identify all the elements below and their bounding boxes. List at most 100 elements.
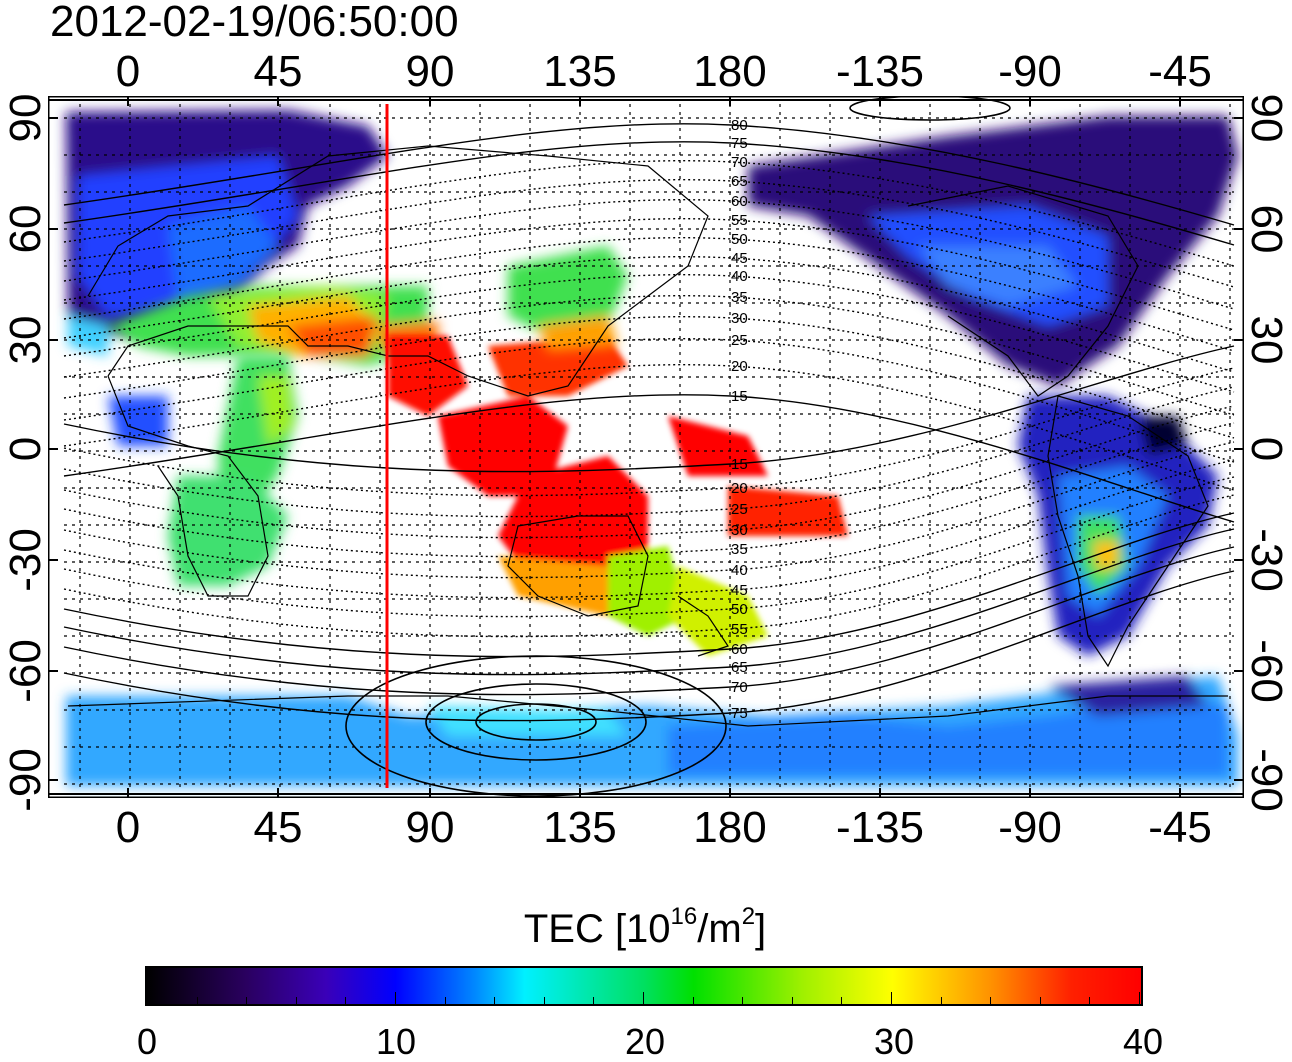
colorbar-tick-mark — [1089, 997, 1091, 1004]
contour-line — [63, 274, 1235, 393]
colorbar-tick-label: 40 — [1122, 1021, 1164, 1062]
bottom-lon-tick-label: 135 — [543, 803, 617, 852]
contour-label: 45 — [731, 582, 748, 599]
contour-label: 80 — [731, 117, 748, 134]
contour-label: 25 — [731, 332, 748, 349]
left-lat-tick-label: 90 — [1, 93, 50, 143]
top-lon-tick-label: 180 — [693, 47, 767, 96]
contour-label: 55 — [731, 212, 748, 229]
colorbar-tick-mark — [891, 992, 892, 1004]
colorbar-tick-mark — [295, 997, 297, 1004]
colorbar-tick-label: 0 — [136, 1021, 158, 1062]
contour-label: 70 — [731, 154, 748, 171]
colorbar-title-exponent: 16 — [670, 903, 698, 930]
bottom-lon-tick-label: 180 — [693, 803, 767, 852]
contour-label: 20 — [731, 480, 748, 497]
right-lat-tick-label: -90 — [1242, 748, 1291, 812]
colorbar-tick-mark — [841, 997, 843, 1004]
contour-line — [63, 218, 1235, 331]
contour-label: 50 — [731, 231, 748, 248]
colorbar-title-unit: /m — [697, 907, 742, 951]
colorbar-tick-mark — [1139, 992, 1140, 1004]
colorbar-tick-mark — [196, 997, 198, 1004]
right-lat-tick-label: -30 — [1242, 528, 1291, 592]
contour-label: 75 — [731, 705, 748, 722]
colorbar-tick-mark — [692, 997, 694, 1004]
colorbar-title-close: ] — [755, 907, 767, 951]
colorbar-tick-mark — [345, 997, 347, 1004]
magnetic-latitude-contours: 8075706560555045403530252015152025303540… — [63, 96, 1235, 797]
colorbar-tick-mark — [593, 997, 595, 1004]
contour-label: 15 — [731, 456, 748, 473]
colorbar-tick-mark — [1039, 997, 1041, 1004]
colorbar-title-main: TEC [10 — [523, 907, 671, 951]
contour-label: 35 — [731, 289, 748, 306]
tec-map: 8075706560555045403530252015152025303540… — [48, 96, 1244, 798]
top-lon-tick-label: 45 — [253, 47, 303, 96]
colorbar-tick-mark — [147, 992, 148, 1004]
plot-title: 2012-02-19/06:50:00 — [50, 0, 459, 46]
contour-label: 75 — [731, 135, 748, 152]
top-lon-tick-label: 0 — [115, 47, 141, 96]
contour-label: 40 — [731, 268, 748, 285]
contour-label: 70 — [731, 679, 748, 696]
right-lat-tick-label: 0 — [1242, 436, 1291, 462]
left-lat-tick-label: 0 — [1, 436, 50, 462]
colorbar-title-unit-exponent: 2 — [741, 903, 756, 930]
contour-line — [63, 295, 1235, 416]
contour-ellipse — [345, 655, 727, 797]
coastlines — [67, 145, 1228, 727]
colorbar-tick-label: 20 — [624, 1021, 666, 1062]
contour-label: 25 — [731, 501, 748, 518]
contour-label: 65 — [731, 173, 748, 190]
colorbar-tick-mark — [990, 997, 992, 1004]
colorbar-tick-label: 10 — [375, 1021, 417, 1062]
contour-ellipse — [425, 683, 647, 761]
bottom-lon-tick-label: 0 — [115, 803, 141, 852]
contour-label: 40 — [731, 562, 748, 579]
contour-label: 35 — [731, 541, 748, 558]
graticule-grid — [48, 96, 1244, 798]
contour-line — [63, 237, 1235, 352]
colorbar-tick-mark — [940, 997, 942, 1004]
contour-line — [63, 546, 1235, 696]
colorbar-tick-mark — [494, 997, 496, 1004]
contour-label: 60 — [731, 193, 748, 210]
right-lat-tick-label: 90 — [1242, 93, 1291, 143]
left-lat-tick-label: 30 — [1, 315, 50, 365]
top-lon-tick-label: 135 — [543, 47, 617, 96]
colorbar-tick-mark — [791, 997, 793, 1004]
colorbar-tick-mark — [444, 997, 446, 1004]
top-lon-tick-label: -45 — [1148, 47, 1212, 96]
contour-label: 30 — [731, 522, 748, 539]
bottom-lon-tick-label: -135 — [835, 803, 925, 852]
contour-label: 60 — [731, 641, 748, 658]
bottom-lon-tick-label: 45 — [253, 803, 303, 852]
right-lat-tick-label: 60 — [1242, 204, 1291, 254]
right-lat-tick-label: -60 — [1242, 639, 1291, 703]
colorbar-title: TEC [1016/m2] — [524, 905, 766, 953]
contour-line — [63, 345, 1235, 473]
bottom-lon-tick-label: 90 — [405, 803, 455, 852]
contour-line — [63, 494, 1235, 638]
contour-line — [63, 256, 1235, 373]
contour-line — [63, 141, 1235, 246]
contour-label: 30 — [731, 310, 748, 327]
contour-line — [63, 394, 1235, 523]
contour-line — [63, 123, 1235, 226]
colorbar-tick-mark — [395, 992, 396, 1004]
bottom-lon-tick-label: -90 — [998, 803, 1062, 852]
contour-label: 65 — [731, 659, 748, 676]
contour-label: 50 — [731, 601, 748, 618]
contour-label: 55 — [731, 621, 748, 638]
colorbar-tick-mark — [742, 997, 744, 1004]
left-lat-tick-label: -90 — [1, 748, 50, 812]
left-lat-tick-label: -60 — [1, 639, 50, 703]
contour-label: 20 — [731, 358, 748, 375]
top-lon-tick-label: -90 — [998, 47, 1062, 96]
colorbar-tick-mark — [643, 992, 644, 1004]
contour-line — [63, 476, 1235, 618]
colorbar-gradient — [145, 966, 1143, 1006]
top-lon-tick-label: -135 — [835, 47, 925, 96]
left-lat-tick-label: -30 — [1, 528, 50, 592]
